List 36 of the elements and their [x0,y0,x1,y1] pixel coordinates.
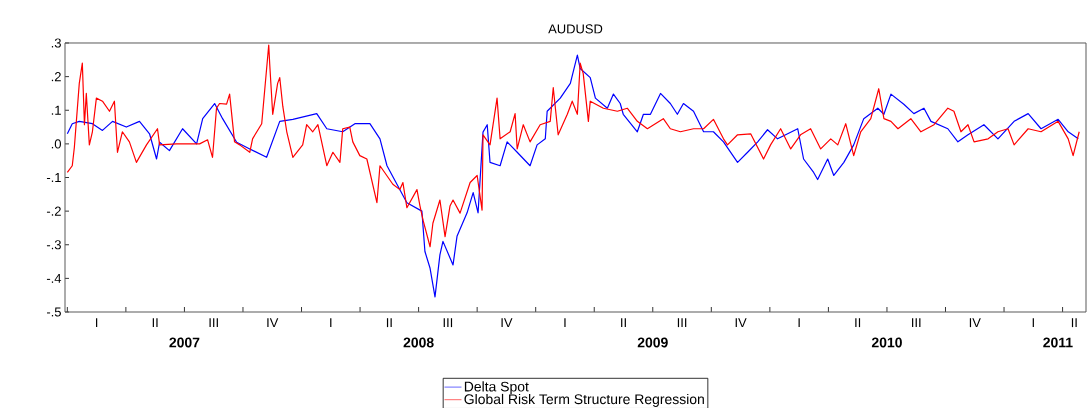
text: III [443,318,453,328]
text: I [96,318,98,328]
text: I [1032,318,1034,328]
text: II [1071,318,1077,328]
text: IV [267,318,279,328]
text: IV [501,318,513,328]
y-tick-label: .1 [51,105,61,115]
chart-title: AUDUSD [548,24,603,34]
text: IV [969,318,981,328]
x-tick-label: 2009 [637,337,668,348]
text: IV [735,318,747,328]
text: I [798,318,800,328]
text: III [209,318,218,328]
y-tick-label: .0 [51,139,61,149]
x-tick-label: 2008 [403,337,434,348]
legend-label: Global Risk Term Structure Regression [464,393,704,407]
y-tick-label: -.3 [46,240,61,250]
y-tick-label: -.2 [46,206,61,216]
x-tick-label: 2007 [169,337,200,348]
text: II [152,318,158,328]
y-tick-label: -.1 [46,173,61,182]
text: I [330,318,332,328]
y-tick-label: -.4 [46,273,62,283]
x-tick-label: 2010 [871,337,902,348]
text: II [621,318,626,328]
y-tick-label: .3 [51,38,61,48]
y-tick-label: -.5 [46,307,61,317]
line-series [66,44,1080,248]
legend-label: Delta Spot [464,381,529,395]
text: II [855,318,861,328]
text: III [912,318,921,328]
x-tick-label: 2011 [1043,337,1073,348]
y-tick-label: .2 [51,72,61,82]
text: III [677,318,687,328]
text: I [564,318,566,328]
text: II [386,318,392,328]
